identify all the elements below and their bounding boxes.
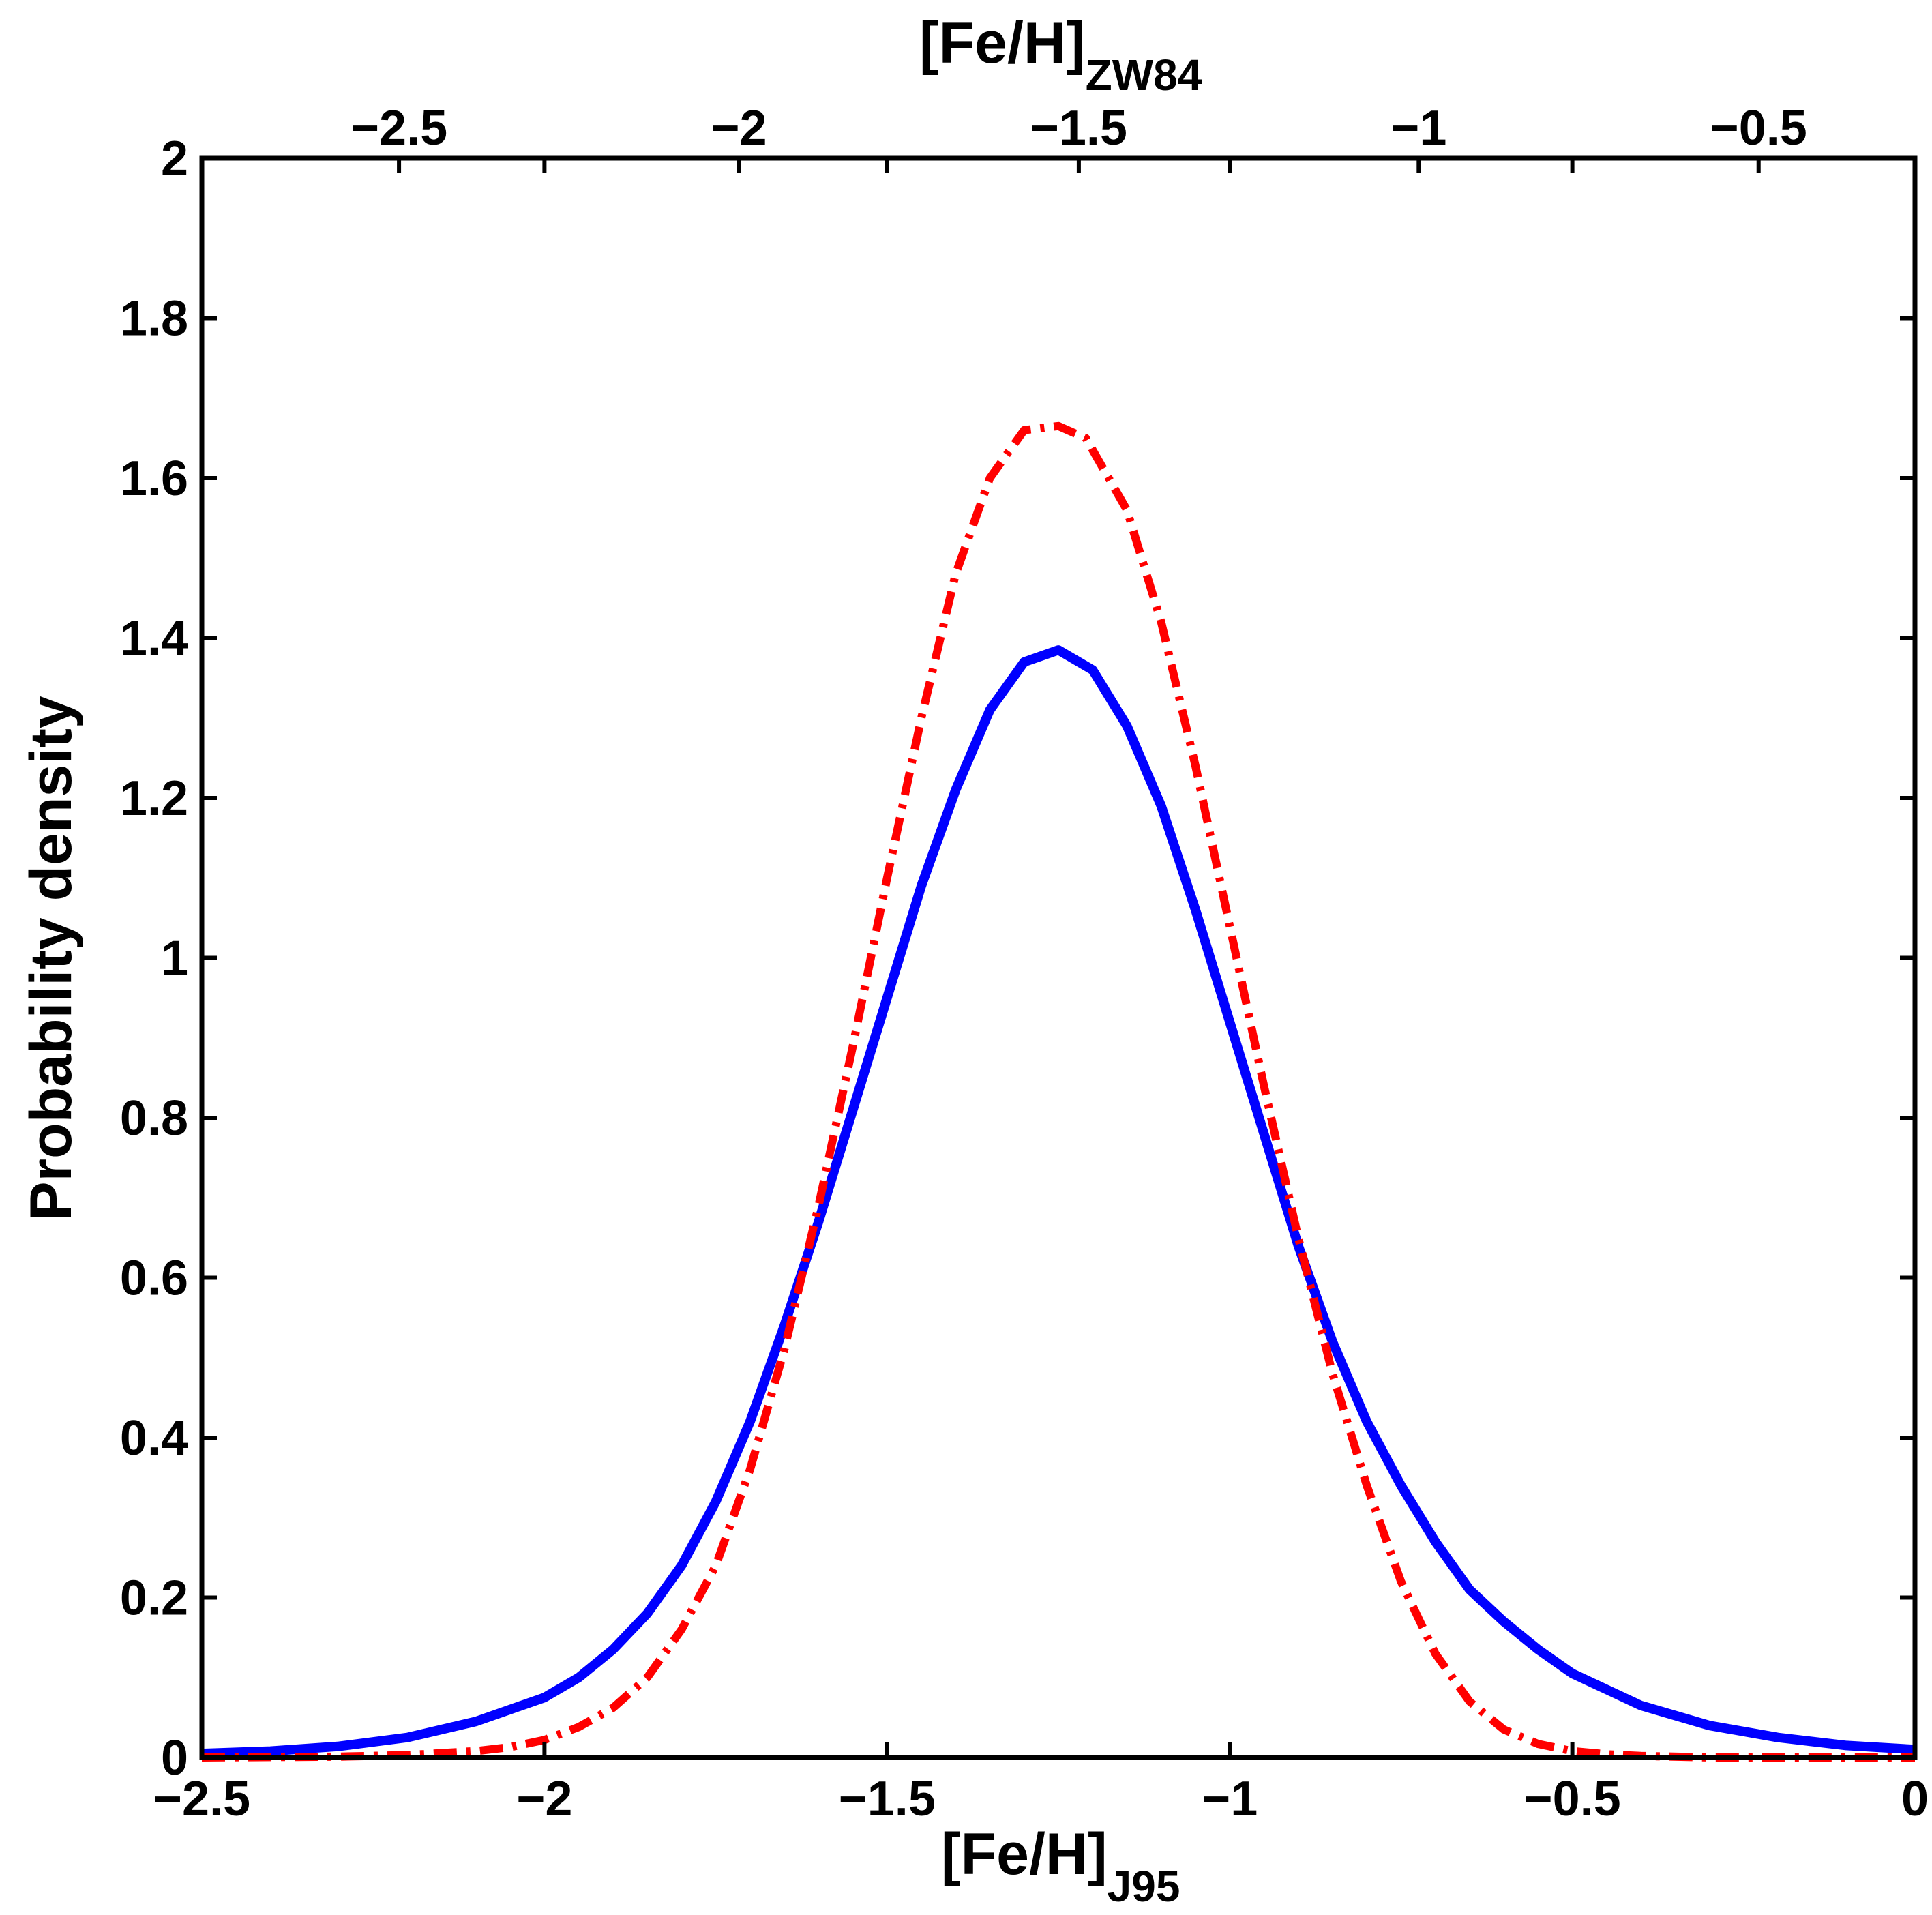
x2-axis-title-sub: ZW84 [1086, 50, 1202, 100]
y-tick-label: 0.4 [120, 1411, 188, 1466]
x2-tick-label: −2.5 [351, 101, 447, 155]
x-axis-title: [Fe/H]J95 [941, 1822, 1180, 1911]
x2-axis-title-main: [Fe/H] [919, 10, 1086, 76]
x-tick-label: −1.5 [839, 1772, 936, 1826]
y-tick-label: 1 [161, 932, 188, 986]
x-tick-label: 0 [1901, 1772, 1929, 1826]
x2-tick-label: −1.5 [1030, 101, 1127, 155]
x2-tick-label: −1 [1391, 101, 1446, 155]
y-tick-label: 1.4 [120, 612, 188, 666]
y-tick-label: 1.6 [120, 451, 188, 506]
plot-frame [199, 155, 1918, 1760]
y-tick-label: 0.8 [120, 1091, 188, 1146]
x-axis-title-main: [Fe/H] [941, 1822, 1108, 1887]
x-tick-label: −1 [1202, 1772, 1258, 1826]
x-axis-title-sub: J95 [1108, 1862, 1180, 1911]
y-tick-label: 1.2 [120, 771, 188, 826]
y-tick-label: 0.2 [120, 1571, 188, 1626]
y-tick-label: 1.8 [120, 292, 188, 346]
series-line-1 [201, 645, 1916, 1759]
y-tick-label: 0 [161, 1731, 188, 1785]
x2-axis-title: [Fe/H]ZW84 [919, 10, 1202, 100]
series-layer [201, 421, 1916, 1762]
x2-tick-label: −2 [711, 101, 767, 155]
x-tick-label: −0.5 [1524, 1772, 1621, 1826]
y-axis-title: Probability density [18, 696, 84, 1221]
y-tick-label: 0.6 [120, 1251, 188, 1306]
x-tick-label: −2 [516, 1772, 572, 1826]
ticks-layer: −2.5 −2 −1.5 −1 −0.5 0−2.5 −2 −1.5 −1 −0.500.20.4… [120, 101, 1929, 1826]
series-line-2 [201, 421, 1915, 1762]
y-tick-label: 2 [161, 132, 188, 186]
x2-tick-label: −0.5 [1710, 101, 1807, 155]
x-tick-label: −2.5 [153, 1772, 250, 1826]
